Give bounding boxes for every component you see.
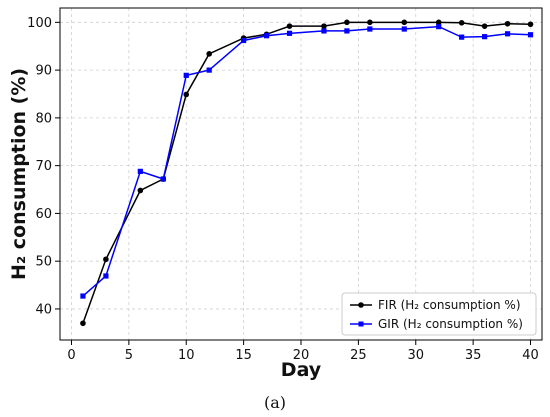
data-point — [183, 72, 189, 78]
data-point — [367, 19, 373, 26]
x-tick-label: 5 — [125, 348, 133, 363]
data-point — [206, 51, 212, 57]
data-point — [103, 256, 109, 263]
y-tick-label: 50 — [35, 255, 52, 270]
grid — [60, 8, 542, 340]
data-point — [137, 168, 143, 174]
data-point — [367, 26, 373, 32]
data-point — [527, 21, 534, 28]
data-point — [80, 293, 86, 299]
y-tick-label: 90 — [35, 64, 52, 79]
x-tick-label: 10 — [178, 348, 195, 363]
data-point — [206, 67, 212, 73]
data-point — [458, 20, 465, 26]
data-point — [401, 19, 408, 26]
data-point — [286, 23, 293, 29]
data-point — [137, 187, 144, 194]
x-tick-label: 40 — [522, 348, 539, 363]
legend-box — [341, 292, 537, 336]
series-group — [80, 19, 534, 327]
x-tick-label: 0 — [67, 348, 75, 363]
figure-caption: (a) — [263, 393, 287, 412]
y-tick-label: 100 — [27, 16, 52, 31]
data-point — [321, 23, 327, 29]
data-point — [321, 28, 327, 34]
y-axis: 40 50 60 70 80 90 100 — [27, 16, 60, 317]
x-tick-label: 35 — [465, 348, 482, 363]
x-axis: 0 5 10 15 20 25 30 35 40 — [67, 340, 539, 363]
series-line — [82, 25, 531, 297]
data-point — [459, 34, 465, 40]
legend-fir-label: FIR (H₂ consumption %) — [378, 298, 521, 312]
legend: FIR (H₂ consumption %) GIR (H₂ consumpti… — [341, 292, 537, 336]
data-point — [263, 33, 270, 39]
data-point — [241, 37, 247, 44]
data-point — [183, 91, 190, 98]
data-point — [286, 30, 293, 36]
y-tick-label: 40 — [35, 302, 52, 317]
data-point — [527, 32, 534, 38]
data-point — [103, 273, 109, 279]
line-chart: 0 5 10 15 20 25 30 35 40 40 50 60 70 80 90 100 Day H₂ … — [8, 7, 543, 381]
legend-fir-marker — [358, 302, 364, 308]
series-fir — [80, 19, 534, 327]
data-point — [436, 24, 442, 30]
data-point — [344, 19, 350, 26]
data-point — [504, 31, 511, 37]
series-gir — [80, 24, 534, 299]
x-tick-label: 25 — [350, 348, 367, 363]
y-tick-label: 60 — [35, 207, 52, 222]
y-tick-label: 70 — [35, 159, 52, 174]
data-point — [504, 20, 511, 27]
x-tick-label: 30 — [407, 348, 424, 363]
y-tick-label: 80 — [35, 111, 52, 126]
data-point — [401, 26, 407, 32]
y-axis-title: H₂ consumption (%) — [8, 68, 30, 280]
data-point — [344, 28, 350, 34]
legend-gir-label: GIR (H₂ consumption %) — [378, 317, 523, 331]
x-tick-label: 15 — [235, 348, 252, 363]
data-point — [160, 176, 166, 182]
x-axis-title: Day — [281, 359, 322, 381]
legend-gir-marker — [358, 321, 364, 327]
x-tick-label: 20 — [293, 348, 310, 363]
series-line — [82, 21, 531, 324]
data-point — [482, 34, 488, 40]
data-point — [481, 23, 488, 29]
data-point — [80, 320, 86, 327]
data-point — [435, 19, 442, 26]
